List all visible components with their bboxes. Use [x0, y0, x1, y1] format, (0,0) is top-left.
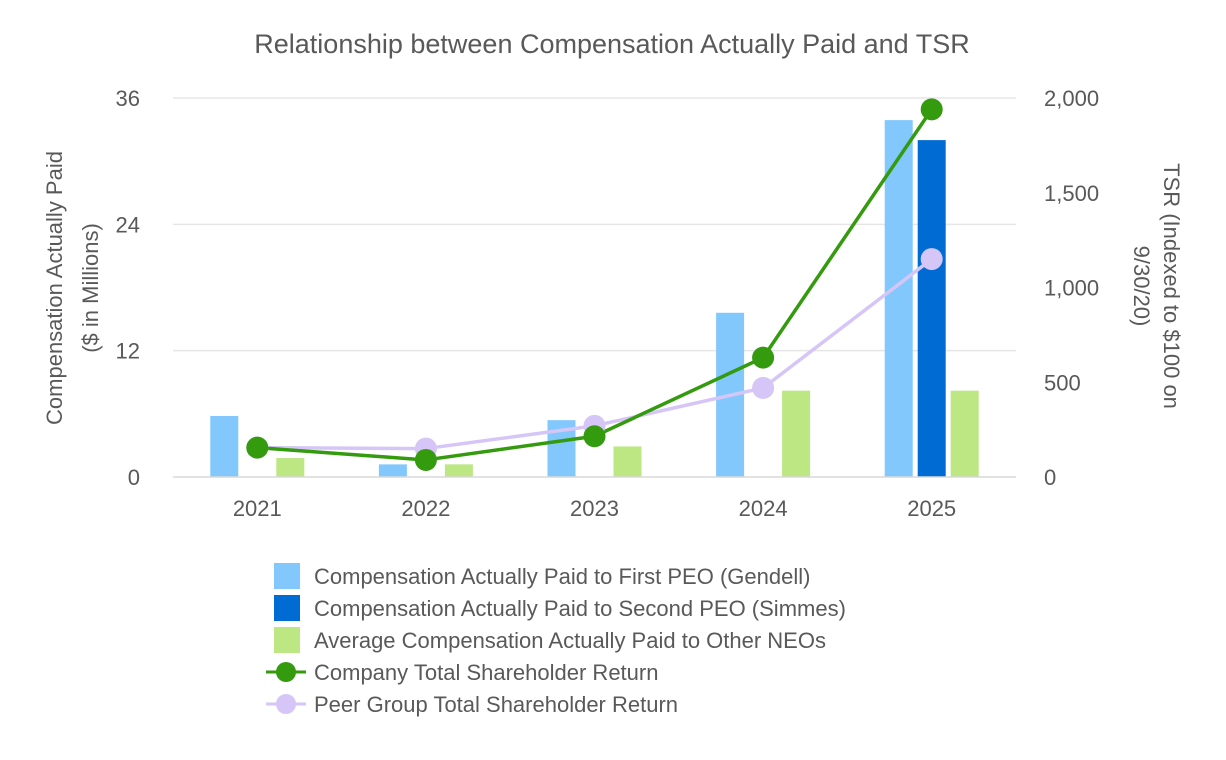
bar-series-3-2024	[782, 390, 811, 477]
x-tick-label: 2024	[739, 496, 788, 521]
legend-item-second-peo: Compensation Actually Paid to Second PEO…	[274, 595, 846, 621]
legend-label-first-peo: Compensation Actually Paid to First PEO …	[314, 564, 810, 589]
right-tick-label: 500	[1044, 370, 1081, 395]
point-series-1-2021	[246, 436, 269, 459]
right-axis-title-line1: TSR (Indexed to $100 on	[1159, 163, 1184, 409]
legend-swatch-other-neos	[274, 627, 300, 653]
legend-item-company-tsr: Company Total Shareholder Return	[266, 660, 658, 685]
legend: Compensation Actually Paid to First PEO …	[266, 563, 846, 717]
point-series-2-2024	[752, 376, 775, 399]
right-tick-label: 1,500	[1044, 181, 1099, 206]
legend-swatch-second-peo	[274, 595, 300, 621]
left-tick-label: 12	[116, 339, 140, 364]
legend-label-other-neos: Average Compensation Actually Paid to Ot…	[314, 628, 826, 653]
gridlines	[173, 97, 1016, 352]
left-tick-label: 0	[128, 465, 140, 490]
point-series-1-2022	[414, 448, 437, 471]
bars	[210, 120, 979, 477]
x-tick-label: 2025	[907, 496, 956, 521]
legend-label-peer-tsr: Peer Group Total Shareholder Return	[314, 692, 678, 717]
bar-series-3-2021	[276, 458, 305, 477]
legend-label-company-tsr: Company Total Shareholder Return	[314, 660, 658, 685]
legend-swatch-first-peo	[274, 563, 300, 589]
left-tick-label: 24	[116, 212, 140, 237]
right-tick-label: 2,000	[1044, 86, 1099, 111]
x-axis-ticks: 2021 2022 2023 2024 2025	[233, 496, 956, 521]
point-series-2-2025	[920, 248, 943, 271]
bar-series-3-2025	[950, 390, 979, 477]
legend-marker-peer-tsr	[276, 694, 296, 714]
bar-series-1-2025	[884, 120, 913, 477]
point-series-1-2024	[752, 346, 775, 369]
right-axis-ticks: 0 500 1,000 1,500 2,000	[1044, 86, 1099, 490]
bar-series-1-2022	[378, 464, 407, 477]
right-tick-label: 1,000	[1044, 276, 1099, 301]
x-tick-label: 2023	[570, 496, 619, 521]
left-tick-label: 36	[116, 86, 140, 111]
x-tick-label: 2021	[233, 496, 282, 521]
chart-title: Relationship between Compensation Actual…	[254, 29, 969, 59]
legend-label-second-peo: Compensation Actually Paid to Second PEO…	[314, 596, 846, 621]
right-axis-title-line2: 9/30/20)	[1129, 246, 1154, 327]
left-axis-ticks: 0 12 24 36	[116, 86, 140, 490]
x-tick-label: 2022	[401, 496, 450, 521]
line-series-1	[257, 108, 934, 462]
legend-item-other-neos: Average Compensation Actually Paid to Ot…	[274, 627, 826, 653]
bar-series-2-2025	[917, 140, 946, 477]
point-series-1-2023	[583, 425, 606, 448]
right-tick-label: 0	[1044, 465, 1056, 490]
legend-item-first-peo: Compensation Actually Paid to First PEO …	[274, 563, 810, 589]
bar-series-3-2022	[444, 464, 473, 477]
left-axis-title-line2: ($ in Millions)	[78, 223, 103, 353]
tsr-lines	[246, 98, 943, 471]
legend-marker-company-tsr	[276, 662, 296, 682]
bar-series-3-2023	[613, 446, 642, 477]
legend-item-peer-tsr: Peer Group Total Shareholder Return	[266, 692, 678, 717]
bar-series-1-2021	[210, 415, 239, 477]
left-axis-title-line1: Compensation Actually Paid	[42, 151, 67, 425]
point-series-1-2025	[920, 98, 943, 121]
